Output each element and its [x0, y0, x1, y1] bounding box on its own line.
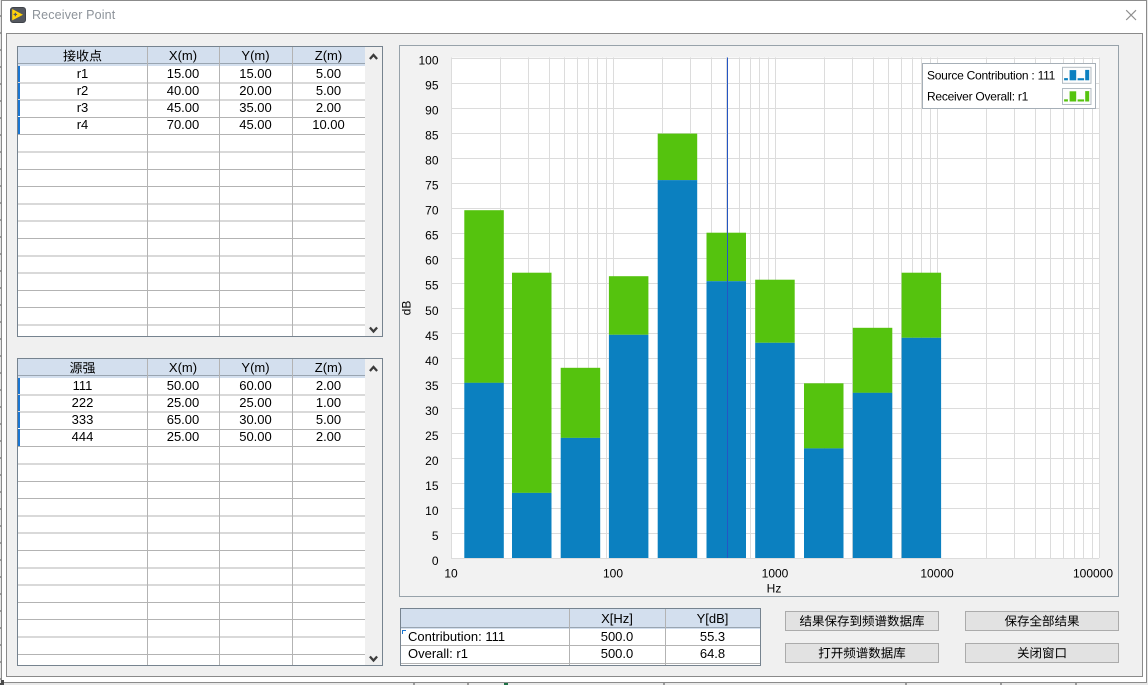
- svg-text:10: 10: [425, 504, 439, 518]
- svg-text:100000: 100000: [1073, 567, 1113, 581]
- svg-text:65: 65: [425, 229, 439, 243]
- svg-text:60: 60: [425, 254, 439, 268]
- svg-text:15: 15: [425, 479, 439, 493]
- svg-text:80: 80: [425, 154, 439, 168]
- svg-text:40: 40: [425, 354, 439, 368]
- svg-text:25: 25: [425, 429, 439, 443]
- svg-text:90: 90: [425, 104, 439, 118]
- svg-text:35: 35: [425, 379, 439, 393]
- svg-text:Source Contribution : 111: Source Contribution : 111: [927, 69, 1056, 83]
- svg-text:95: 95: [425, 79, 439, 93]
- svg-text:20: 20: [425, 454, 439, 468]
- svg-text:1000: 1000: [762, 567, 789, 581]
- svg-text:Hz: Hz: [767, 582, 782, 596]
- svg-text:45: 45: [425, 329, 439, 343]
- svg-text:30: 30: [425, 404, 439, 418]
- svg-text:0: 0: [432, 554, 439, 568]
- svg-text:85: 85: [425, 129, 439, 143]
- svg-text:Receiver Overall: r1: Receiver Overall: r1: [927, 90, 1029, 104]
- svg-text:70: 70: [425, 204, 439, 218]
- svg-text:50: 50: [425, 304, 439, 318]
- svg-text:10: 10: [444, 567, 458, 581]
- svg-text:100: 100: [418, 54, 438, 68]
- svg-text:100: 100: [603, 567, 623, 581]
- svg-text:55: 55: [425, 279, 439, 293]
- svg-text:75: 75: [425, 179, 439, 193]
- svg-text:5: 5: [432, 529, 439, 543]
- svg-text:dB: dB: [400, 301, 414, 316]
- svg-text:10000: 10000: [920, 567, 954, 581]
